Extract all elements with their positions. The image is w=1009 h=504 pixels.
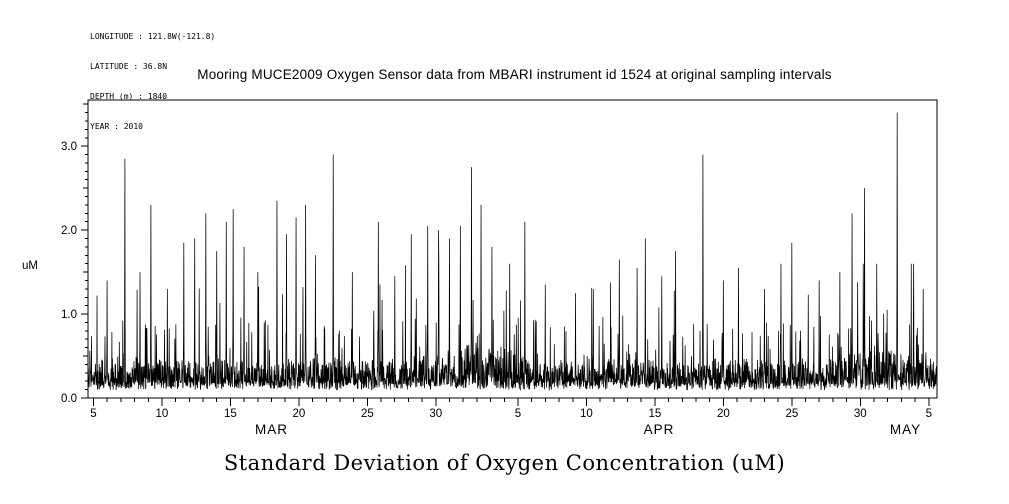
station-metadata: LONGITUDE : 121.8W(-121.8) LATITUDE : 36… <box>90 12 215 152</box>
x-tick-label: 30 <box>429 408 442 420</box>
x-tick-label: 10 <box>580 408 593 420</box>
plot-frame <box>87 99 938 399</box>
x-tick-label: 15 <box>224 408 237 420</box>
x-tick-label: 5 <box>926 408 932 420</box>
month-label: APR <box>644 422 675 437</box>
meta-year: YEAR : 2010 <box>90 122 143 131</box>
x-tick-label: 5 <box>90 408 96 420</box>
x-tick-label: 25 <box>361 408 374 420</box>
x-tick-label: 20 <box>292 408 305 420</box>
data-line <box>87 112 938 391</box>
x-tick-label: 30 <box>854 408 867 420</box>
x-tick-label: 20 <box>717 408 730 420</box>
x-tick-label: 25 <box>785 408 798 420</box>
x-tick-label: 5 <box>515 408 521 420</box>
y-tick-label: 3.0 <box>61 141 77 153</box>
plot-title: Mooring MUCE2009 Oxygen Sensor data from… <box>197 67 832 82</box>
meta-depth: DEPTH (m) : 1840 <box>90 92 168 101</box>
x-tick-label: 15 <box>649 408 662 420</box>
meta-latitude: LATITUDE : 36.8N <box>90 62 168 71</box>
figure-caption: Standard Deviation of Oxygen Concentrati… <box>223 451 786 475</box>
x-tick-label: 10 <box>156 408 169 420</box>
y-axis-label: uM <box>22 260 38 272</box>
meta-longitude: LONGITUDE : 121.8W(-121.8) <box>90 32 216 41</box>
y-tick-label: 1.0 <box>61 309 77 321</box>
y-tick-label: 0.0 <box>61 393 77 405</box>
month-label: MAR <box>255 422 288 437</box>
y-tick-label: 2.0 <box>61 225 77 237</box>
month-label: MAY <box>890 422 921 437</box>
